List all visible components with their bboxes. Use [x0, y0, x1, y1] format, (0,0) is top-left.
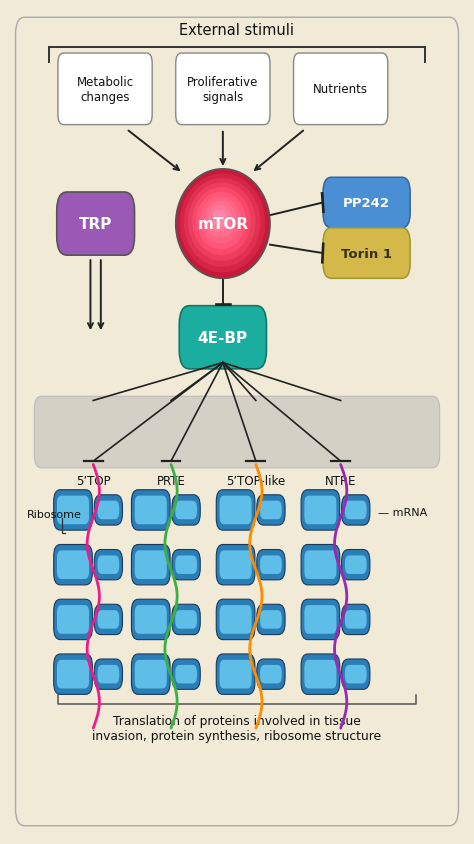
FancyBboxPatch shape: [345, 555, 366, 574]
FancyBboxPatch shape: [179, 306, 266, 370]
FancyBboxPatch shape: [54, 654, 92, 695]
Text: PP242: PP242: [343, 197, 390, 210]
Ellipse shape: [204, 202, 237, 239]
FancyBboxPatch shape: [345, 665, 366, 684]
FancyBboxPatch shape: [216, 654, 255, 695]
FancyBboxPatch shape: [131, 654, 170, 695]
FancyBboxPatch shape: [219, 660, 252, 689]
Text: Translation of proteins involved in tissue
invasion, protein synthesis, ribosome: Translation of proteins involved in tiss…: [92, 714, 382, 742]
FancyBboxPatch shape: [175, 665, 197, 684]
FancyBboxPatch shape: [219, 550, 252, 579]
FancyBboxPatch shape: [57, 550, 89, 579]
FancyBboxPatch shape: [323, 178, 410, 229]
FancyBboxPatch shape: [301, 599, 340, 640]
FancyBboxPatch shape: [260, 665, 282, 684]
FancyBboxPatch shape: [345, 501, 366, 520]
FancyBboxPatch shape: [135, 660, 167, 689]
FancyBboxPatch shape: [98, 501, 119, 520]
FancyBboxPatch shape: [172, 495, 200, 526]
FancyBboxPatch shape: [16, 19, 458, 825]
FancyBboxPatch shape: [257, 659, 285, 690]
FancyBboxPatch shape: [98, 555, 119, 574]
FancyBboxPatch shape: [342, 659, 370, 690]
Ellipse shape: [180, 174, 265, 273]
Text: NTRE: NTRE: [325, 474, 356, 487]
FancyBboxPatch shape: [175, 610, 197, 629]
Text: Metabolic
changes: Metabolic changes: [76, 76, 134, 104]
FancyBboxPatch shape: [131, 490, 170, 531]
FancyBboxPatch shape: [135, 605, 167, 634]
Text: 5’TOP: 5’TOP: [76, 474, 110, 487]
FancyBboxPatch shape: [57, 660, 89, 689]
Text: TRP: TRP: [79, 217, 112, 232]
Ellipse shape: [176, 170, 270, 279]
FancyBboxPatch shape: [301, 490, 340, 531]
FancyBboxPatch shape: [219, 605, 252, 634]
Text: External stimuli: External stimuli: [180, 23, 294, 38]
FancyBboxPatch shape: [260, 610, 282, 629]
FancyBboxPatch shape: [304, 550, 337, 579]
FancyBboxPatch shape: [98, 665, 119, 684]
FancyBboxPatch shape: [94, 495, 122, 526]
FancyBboxPatch shape: [293, 54, 388, 126]
FancyBboxPatch shape: [304, 660, 337, 689]
Ellipse shape: [201, 197, 241, 244]
Ellipse shape: [184, 179, 260, 268]
Text: mTOR: mTOR: [197, 217, 248, 232]
FancyBboxPatch shape: [345, 610, 366, 629]
FancyBboxPatch shape: [35, 397, 439, 468]
FancyBboxPatch shape: [342, 550, 370, 580]
FancyBboxPatch shape: [342, 604, 370, 635]
FancyBboxPatch shape: [323, 229, 410, 279]
FancyBboxPatch shape: [131, 599, 170, 640]
FancyBboxPatch shape: [54, 599, 92, 640]
FancyBboxPatch shape: [57, 605, 89, 634]
FancyBboxPatch shape: [304, 496, 337, 525]
FancyBboxPatch shape: [216, 599, 255, 640]
FancyBboxPatch shape: [216, 490, 255, 531]
FancyBboxPatch shape: [172, 659, 200, 690]
Ellipse shape: [209, 206, 231, 233]
FancyBboxPatch shape: [54, 490, 92, 531]
FancyBboxPatch shape: [172, 550, 200, 580]
FancyBboxPatch shape: [257, 604, 285, 635]
FancyBboxPatch shape: [257, 550, 285, 580]
FancyBboxPatch shape: [135, 496, 167, 525]
FancyBboxPatch shape: [216, 545, 255, 585]
Text: Nutrients: Nutrients: [313, 84, 368, 96]
Ellipse shape: [188, 183, 255, 262]
Text: 4E-BP: 4E-BP: [198, 330, 248, 345]
FancyBboxPatch shape: [301, 654, 340, 695]
FancyBboxPatch shape: [57, 192, 135, 256]
FancyBboxPatch shape: [175, 555, 197, 574]
Text: 5’TOP-like: 5’TOP-like: [226, 474, 285, 487]
FancyBboxPatch shape: [172, 604, 200, 635]
FancyBboxPatch shape: [342, 495, 370, 526]
FancyBboxPatch shape: [131, 545, 170, 585]
Ellipse shape: [196, 192, 246, 250]
FancyBboxPatch shape: [260, 501, 282, 520]
FancyBboxPatch shape: [135, 550, 167, 579]
FancyBboxPatch shape: [257, 495, 285, 526]
Text: — mRNA: — mRNA: [378, 508, 428, 518]
FancyBboxPatch shape: [57, 496, 89, 525]
FancyBboxPatch shape: [301, 545, 340, 585]
FancyBboxPatch shape: [260, 555, 282, 574]
FancyBboxPatch shape: [94, 550, 122, 580]
FancyBboxPatch shape: [94, 659, 122, 690]
Ellipse shape: [192, 188, 251, 256]
FancyBboxPatch shape: [176, 54, 270, 126]
FancyBboxPatch shape: [54, 545, 92, 585]
Text: PRTE: PRTE: [156, 474, 185, 487]
Text: Ribosome: Ribosome: [27, 510, 82, 520]
Text: Proliferative
signals: Proliferative signals: [187, 76, 258, 104]
FancyBboxPatch shape: [304, 605, 337, 634]
FancyBboxPatch shape: [58, 54, 152, 126]
FancyBboxPatch shape: [219, 496, 252, 525]
FancyBboxPatch shape: [175, 501, 197, 520]
Text: Torin 1: Torin 1: [341, 247, 392, 260]
FancyBboxPatch shape: [98, 610, 119, 629]
FancyBboxPatch shape: [94, 604, 122, 635]
Ellipse shape: [213, 210, 227, 227]
